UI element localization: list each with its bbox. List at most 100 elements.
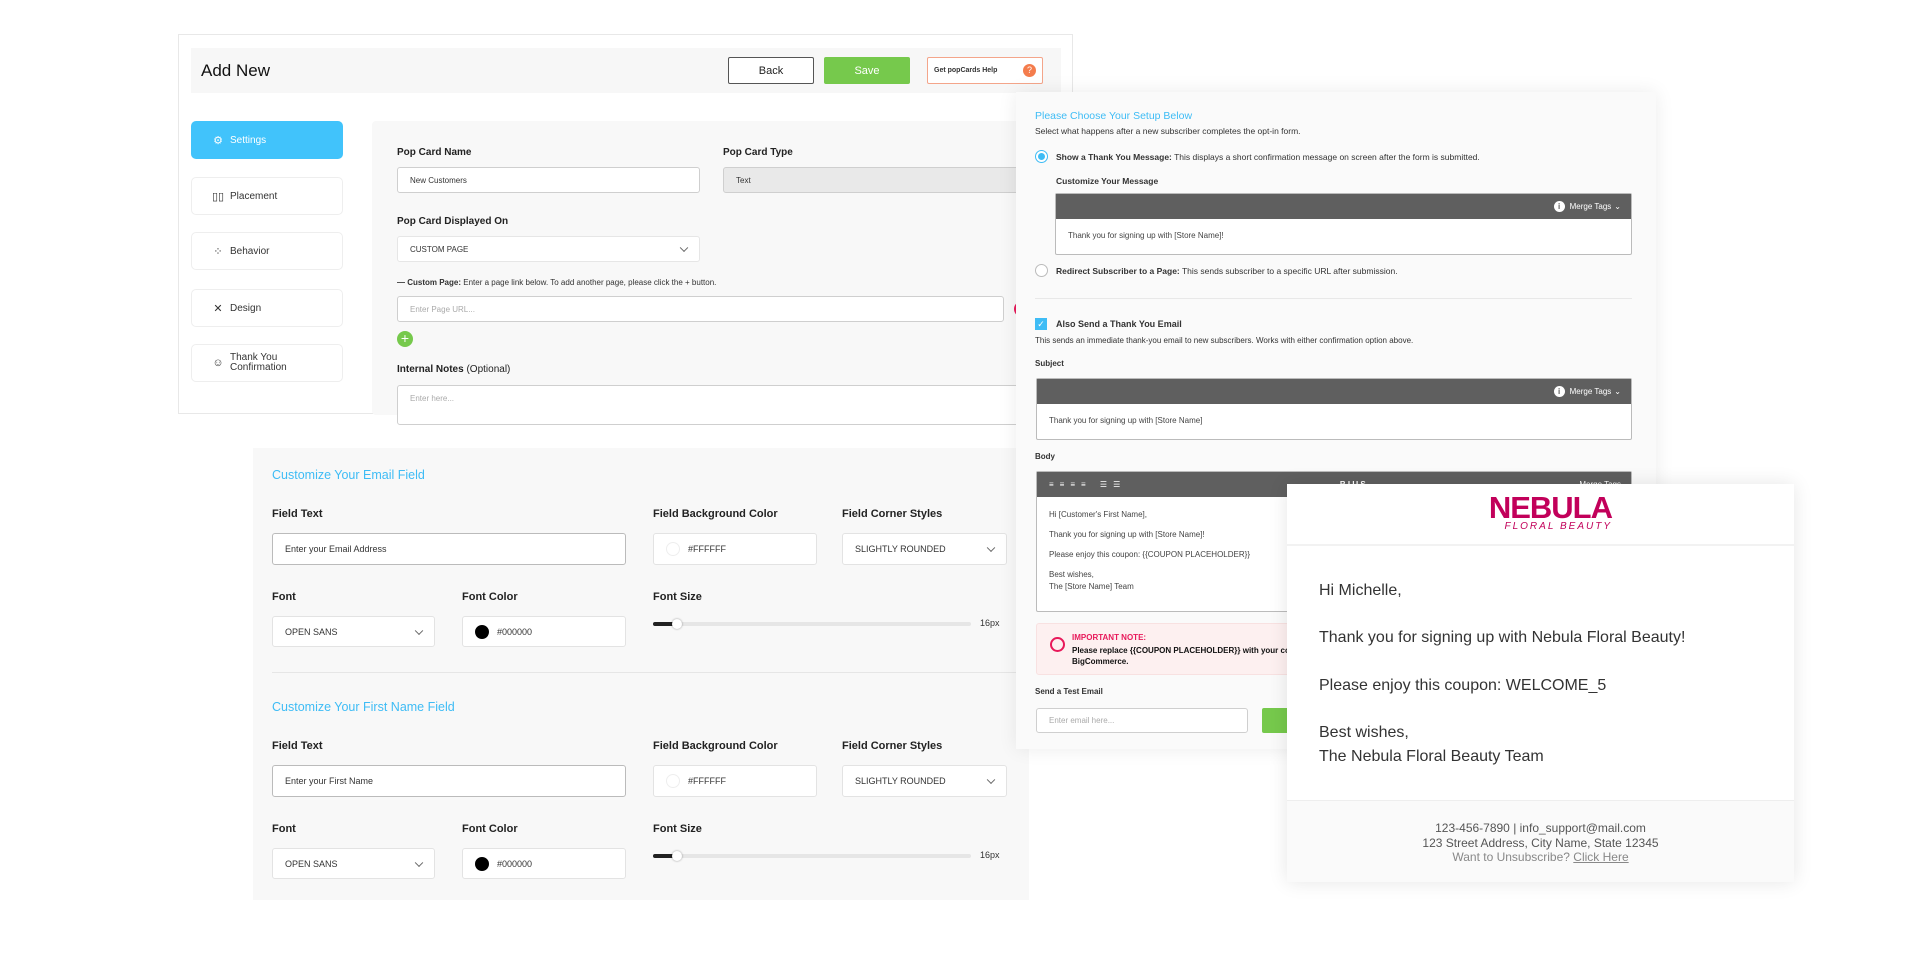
corner-style-select[interactable]: SLIGHTLY ROUNDED (842, 765, 1007, 797)
settings-card: Pop Card Name New Customers Pop Card Typ… (372, 121, 1072, 425)
sidebar-item-label: Settings (230, 134, 267, 146)
bg-color-picker[interactable]: #FFFFFF (653, 533, 817, 565)
option2-text: This sends subscriber to a specific URL … (1179, 266, 1398, 276)
logo-sub: FLORAL BEAUTY (1504, 521, 1612, 532)
subject-editor[interactable]: i Merge Tags ⌄ Thank you for signing up wi… (1036, 378, 1632, 440)
test-email-input[interactable]: Enter email here... (1036, 708, 1248, 733)
body-text: Hi [Customer's First Name], Thank you fo… (1037, 497, 1631, 604)
font-color-value: #000000 (497, 858, 533, 869)
slider-handle[interactable] (672, 851, 682, 861)
info-icon: i (1553, 386, 1565, 397)
add-page-plus-icon[interactable]: + (397, 331, 413, 347)
message-editor[interactable]: i Merge Tags ⌄ Thank you for signing up wi… (1055, 193, 1632, 255)
bg-color-value: #FFFFFF (688, 544, 726, 554)
email-preview: NEBULA FLORAL BEAUTY Hi Michelle, Thank … (1287, 484, 1794, 882)
notes-label-text: Internal Notes (397, 364, 464, 375)
font-color-picker[interactable]: #000000 (462, 848, 626, 879)
sidebar-item-settings[interactable]: ⚙ Settings (191, 121, 343, 159)
font-size-value: 16px (980, 850, 1000, 860)
footer-contact: 123-456-7890 | info_support@mail.com (1435, 821, 1646, 835)
footer-address: 123 Street Address, City Name, State 123… (1422, 836, 1659, 850)
displayed-value: CUSTOM PAGE (410, 244, 469, 254)
radio-show-message[interactable] (1035, 150, 1048, 163)
help-label: Get popCards Help (934, 67, 998, 74)
sidebar-item-thank-you[interactable]: ☺ Thank You Confirmation (191, 344, 343, 382)
section-divider (272, 672, 1026, 673)
test-email-placeholder: Enter email here... (1049, 716, 1115, 725)
email-footer: 123-456-7890 | info_support@mail.com 123… (1287, 800, 1794, 882)
help-icon: ? (1023, 64, 1036, 77)
font-label: Font (272, 591, 296, 603)
field-text-label: Field Text (272, 508, 323, 520)
type-input: Text (723, 167, 1063, 193)
email-header: NEBULA FLORAL BEAUTY (1287, 484, 1794, 546)
font-select[interactable]: OPEN SANS (272, 848, 435, 879)
info-icon: i (1553, 201, 1565, 212)
sidebar-item-placement[interactable]: ▯▯ Placement (191, 177, 343, 215)
editor-toolbar: i Merge Tags ⌄ (1056, 194, 1631, 219)
send-email-checkbox[interactable]: ✓ (1035, 318, 1047, 330)
custom-page-bold: — Custom Page: (397, 278, 462, 287)
confirmation-title: Please Choose Your Setup Below (1035, 110, 1193, 122)
help-button[interactable]: Get popCards Help ? (927, 57, 1043, 84)
section-title: Customize Your Email Field (272, 468, 425, 482)
customize-label: Customize Your Message (1056, 176, 1159, 186)
notes-label: Internal Notes (Optional) (397, 364, 510, 375)
merge-tags-dropdown[interactable]: Merge Tags (1569, 202, 1612, 211)
font-color-picker[interactable]: #000000 (462, 616, 626, 647)
align-list-icons[interactable]: ≡≡≡≡ ☰☰ (1049, 480, 1127, 489)
field-text-input[interactable]: Enter your Email Address (272, 533, 626, 565)
page-url-input[interactable]: Enter Page URL... (397, 296, 1004, 322)
color-swatch (475, 624, 489, 639)
bg-color-picker[interactable]: #FFFFFF (653, 765, 817, 797)
body-line: The [Store Name] Team (1049, 581, 1134, 591)
send-email-desc: This sends an immediate thank-you email … (1035, 336, 1414, 345)
displayed-select[interactable]: CUSTOM PAGE (397, 236, 700, 262)
notes-textarea[interactable]: Enter here... (397, 385, 1057, 425)
behavior-icon: ⁘ (213, 245, 223, 258)
layout-icon: ▯▯ (212, 190, 225, 203)
chevron-down-icon (986, 543, 996, 553)
email-line: Best wishes, (1319, 724, 1409, 741)
note-title: IMPORTANT NOTE: (1072, 633, 1147, 642)
sidebar-item-label: Behavior (230, 245, 270, 257)
chevron-down-icon (414, 858, 424, 867)
merge-tags-dropdown[interactable]: Merge Tags (1569, 387, 1612, 396)
body-label: Body (1035, 452, 1055, 461)
custom-page-note: — Custom Page: Enter a page link below. … (397, 278, 716, 287)
corner-style-value: SLIGHTLY ROUNDED (855, 544, 946, 554)
font-size-slider[interactable] (653, 619, 971, 629)
option1-bold: Show a Thank You Message: (1056, 152, 1172, 162)
sidebar-item-label: Placement (230, 190, 278, 202)
slider-fill (653, 854, 675, 858)
field-text-input[interactable]: Enter your First Name (272, 765, 626, 797)
sidebar-item-behavior[interactable]: ⁘ Behavior (191, 232, 343, 270)
corner-style-select[interactable]: SLIGHTLY ROUNDED (842, 533, 1007, 565)
test-email-label: Send a Test Email (1035, 687, 1103, 696)
font-size-slider[interactable] (653, 851, 971, 861)
sidebar-item-label: Thank You Confirmation (230, 352, 287, 373)
settings-window: Add New Back Save Get popCards Help ? ⚙ S… (178, 34, 1073, 425)
back-button[interactable]: Back (728, 57, 814, 84)
font-color-label: Font Color (462, 823, 518, 835)
radio-redirect[interactable] (1035, 264, 1048, 277)
page-url-placeholder: Enter Page URL... (410, 304, 475, 314)
message-text: Thank you for signing up with [Store Nam… (1068, 231, 1224, 240)
displayed-label: Pop Card Displayed On (397, 216, 509, 227)
slider-handle[interactable] (672, 619, 682, 629)
font-select[interactable]: OPEN SANS (272, 616, 435, 647)
email-line: Thank you for signing up with Nebula Flo… (1319, 629, 1686, 646)
nebula-logo: NEBULA FLORAL BEAUTY (1472, 492, 1613, 532)
save-button[interactable]: Save (824, 57, 910, 84)
name-input[interactable]: New Customers (397, 167, 700, 193)
color-swatch (666, 542, 680, 556)
sidebar-item-design[interactable]: ✕ Design (191, 289, 343, 327)
option2-label: Redirect Subscriber to a Page: This send… (1056, 266, 1398, 276)
color-swatch (475, 856, 489, 871)
unsubscribe-link[interactable]: Click Here (1573, 850, 1629, 864)
gear-icon: ⚙ (213, 134, 223, 147)
send-email-label: Also Send a Thank You Email (1056, 319, 1182, 329)
email-line: The Nebula Floral Beauty Team (1319, 748, 1544, 765)
font-color-label: Font Color (462, 591, 518, 603)
chevron-down-icon (679, 243, 689, 253)
